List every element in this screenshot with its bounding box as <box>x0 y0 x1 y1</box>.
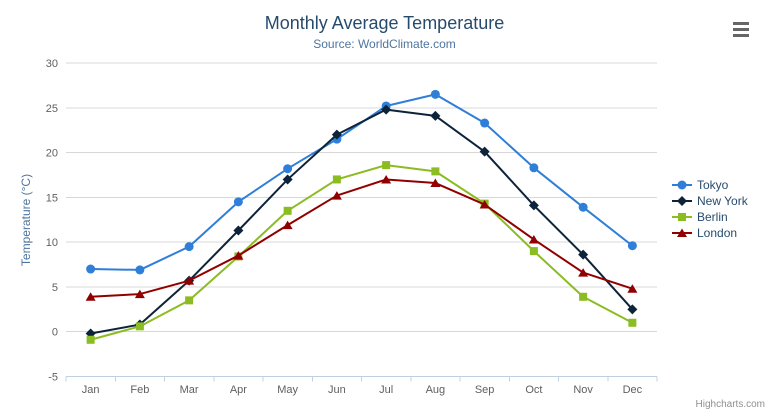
point-marker-diamond[interactable] <box>528 200 539 211</box>
point-marker-diamond <box>677 196 687 206</box>
point-marker-circle[interactable] <box>184 242 194 252</box>
series-london <box>85 174 638 301</box>
legend-marker-diamond-icon <box>672 196 692 206</box>
legend-item-tokyo[interactable]: Tokyo <box>672 178 748 192</box>
x-tick-label: Jan <box>82 384 100 396</box>
legend-label: London <box>697 226 738 240</box>
point-marker-circle[interactable] <box>529 163 539 173</box>
point-marker-triangle[interactable] <box>430 178 441 188</box>
x-tick-label: Feb <box>130 384 149 396</box>
point-marker-square[interactable] <box>185 296 194 305</box>
point-marker-diamond[interactable] <box>331 129 342 140</box>
point-marker-square[interactable] <box>332 175 341 184</box>
legend: Tokyo New York Berlin London <box>672 178 748 242</box>
series-line-london <box>89 178 634 298</box>
point-marker-square[interactable] <box>382 161 391 170</box>
x-tick-label: Aug <box>426 384 446 396</box>
point-marker-circle[interactable] <box>135 265 145 275</box>
legend-marker-triangle-icon <box>672 228 692 237</box>
x-tick-label: Oct <box>525 384 542 396</box>
legend-marker-circle-icon <box>672 180 692 190</box>
point-marker-triangle[interactable] <box>184 276 195 285</box>
y-tick-label: 25 <box>46 103 58 115</box>
point-marker-diamond[interactable] <box>233 225 244 236</box>
point-marker-triangle <box>677 228 687 237</box>
point-marker-triangle[interactable] <box>233 251 244 260</box>
y-tick-label: 15 <box>46 192 58 204</box>
point-marker-circle[interactable] <box>86 264 96 274</box>
x-tick-label: Mar <box>180 384 199 396</box>
point-marker-triangle[interactable] <box>627 284 638 293</box>
point-marker-circle[interactable] <box>627 241 637 251</box>
y-tick-label: 20 <box>46 148 58 160</box>
legend-marker-square-icon <box>672 213 692 221</box>
point-marker-diamond[interactable] <box>381 104 392 115</box>
point-marker-triangle[interactable] <box>381 174 392 184</box>
series-line-tokyo <box>89 93 634 271</box>
x-tick-label: Apr <box>230 384 247 396</box>
point-marker-triangle[interactable] <box>85 292 96 301</box>
y-tick-label: 30 <box>46 58 58 70</box>
point-marker-square[interactable] <box>431 167 440 176</box>
x-tick-label: Dec <box>623 384 643 396</box>
point-marker-square[interactable] <box>283 206 292 215</box>
x-tick-label: Jun <box>328 384 346 396</box>
x-tick-label: Jul <box>379 384 393 396</box>
legend-label: Berlin <box>697 210 728 224</box>
y-axis-labels: -5 0 5 10 15 20 25 30 <box>46 58 58 384</box>
point-marker-square[interactable] <box>628 318 637 327</box>
legend-item-london[interactable]: London <box>672 226 748 240</box>
point-marker-triangle[interactable] <box>578 268 589 277</box>
point-marker-diamond[interactable] <box>430 110 441 121</box>
series-line-new-york <box>89 108 634 335</box>
point-marker-triangle[interactable] <box>479 200 490 209</box>
point-marker-circle[interactable] <box>430 89 440 99</box>
point-marker-square[interactable] <box>135 322 144 331</box>
point-marker-diamond[interactable] <box>578 249 589 260</box>
hamburger-icon <box>733 22 749 25</box>
point-marker-circle[interactable] <box>233 197 243 207</box>
credits-link[interactable]: Highcharts.com <box>695 399 765 410</box>
x-tick-label: Nov <box>573 384 593 396</box>
y-tick-label: 5 <box>52 282 58 294</box>
chart-title: Monthly Average Temperature <box>264 13 505 33</box>
hamburger-icon <box>733 34 749 37</box>
y-tick-label: 10 <box>46 237 58 249</box>
legend-label: Tokyo <box>697 178 729 192</box>
point-marker-square <box>678 213 686 221</box>
legend-item-new-york[interactable]: New York <box>672 194 748 208</box>
y-tick-label: 0 <box>52 327 58 339</box>
y-gridlines <box>66 62 657 333</box>
point-marker-square[interactable] <box>529 247 538 256</box>
point-marker-circle <box>677 180 687 190</box>
point-marker-triangle[interactable] <box>282 220 293 230</box>
point-marker-circle[interactable] <box>480 118 490 128</box>
x-axis <box>65 376 658 382</box>
point-marker-square[interactable] <box>86 335 95 344</box>
point-marker-triangle[interactable] <box>331 191 342 200</box>
x-tick-label: May <box>277 384 298 396</box>
series-line-berlin <box>89 164 634 341</box>
point-marker-diamond[interactable] <box>627 304 638 315</box>
series-new-york <box>85 104 638 339</box>
chart-subtitle: Source: WorldClimate.com <box>313 37 456 51</box>
point-marker-diamond[interactable] <box>282 174 293 185</box>
export-menu-button[interactable] <box>733 22 749 37</box>
x-tick-label: Sep <box>475 384 495 396</box>
hamburger-icon <box>733 28 749 31</box>
point-marker-circle[interactable] <box>578 202 588 212</box>
x-axis-labels: Jan Feb Mar Apr May Jun Jul Aug Sep Oct Nov Dec <box>82 384 643 396</box>
point-marker-square[interactable] <box>579 292 588 301</box>
point-marker-triangle[interactable] <box>134 289 145 299</box>
point-marker-circle[interactable] <box>283 164 293 174</box>
series-tokyo <box>86 89 637 275</box>
legend-item-berlin[interactable]: Berlin <box>672 210 748 224</box>
point-marker-diamond[interactable] <box>479 146 490 157</box>
legend-label: New York <box>697 194 748 208</box>
y-tick-label: -5 <box>48 372 58 384</box>
point-marker-triangle[interactable] <box>528 234 539 244</box>
